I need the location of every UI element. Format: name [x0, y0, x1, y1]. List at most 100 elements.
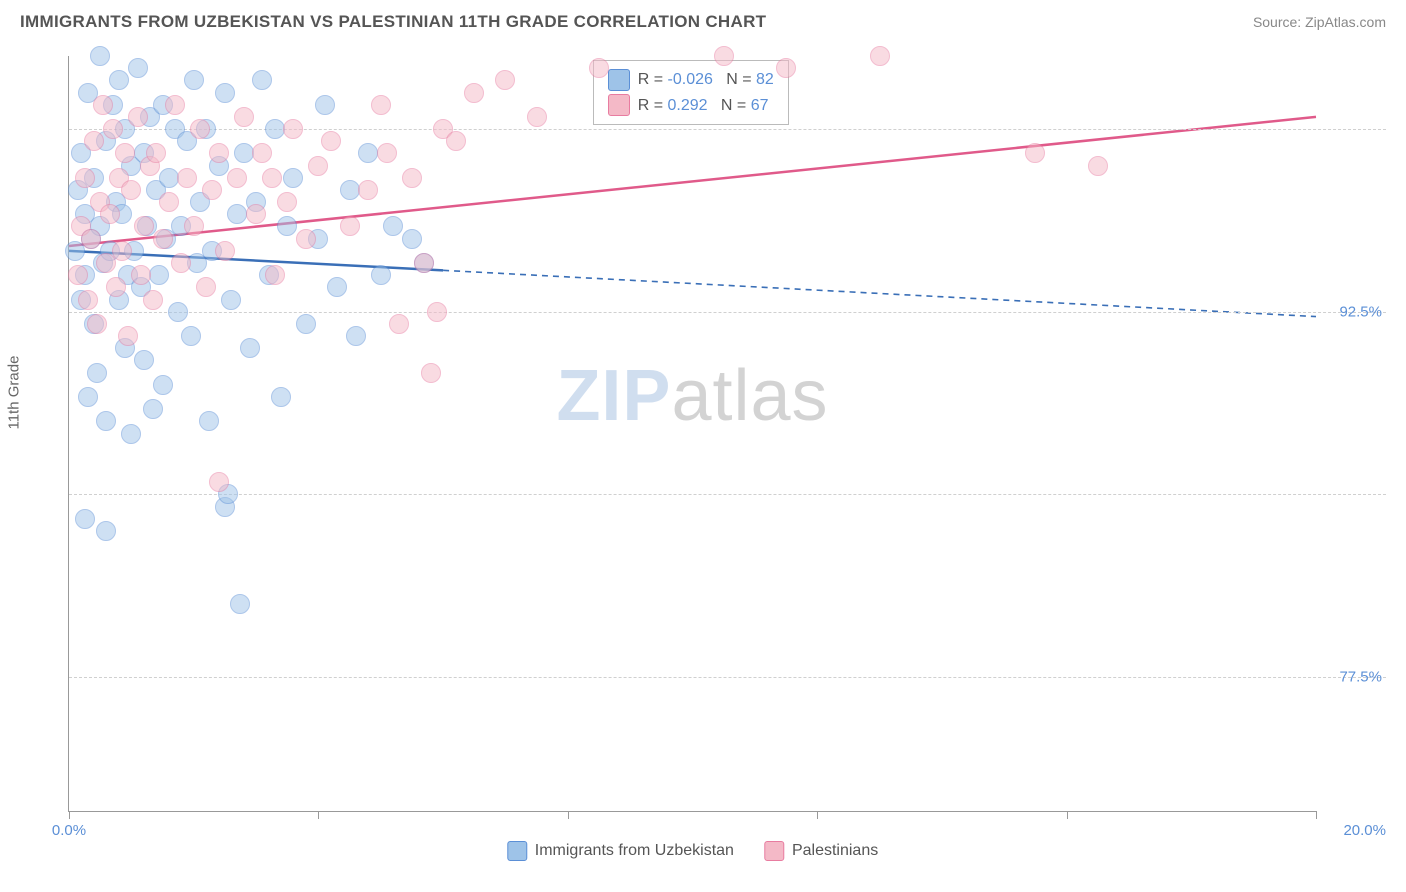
scatter-point: [184, 216, 204, 236]
watermark-zip: ZIP: [556, 356, 671, 436]
y-tick-label: 92.5%: [1339, 303, 1382, 320]
legend-swatch: [764, 841, 784, 861]
scatter-point: [265, 119, 285, 139]
gridline: [69, 677, 1386, 678]
scatter-point: [153, 375, 173, 395]
scatter-point: [265, 265, 285, 285]
scatter-point: [252, 70, 272, 90]
scatter-point: [377, 143, 397, 163]
scatter-point: [358, 180, 378, 200]
legend-row: R = 0.292 N = 67: [608, 93, 774, 119]
scatter-point: [389, 314, 409, 334]
scatter-point: [383, 216, 403, 236]
scatter-point: [1088, 156, 1108, 176]
scatter-point: [340, 216, 360, 236]
scatter-point: [106, 277, 126, 297]
scatter-point: [115, 143, 135, 163]
scatter-point: [358, 143, 378, 163]
scatter-point: [240, 338, 260, 358]
scatter-point: [527, 107, 547, 127]
legend-swatch: [608, 94, 630, 116]
scatter-point: [78, 387, 98, 407]
x-tick: [318, 811, 319, 819]
scatter-point: [283, 119, 303, 139]
scatter-point: [227, 168, 247, 188]
scatter-point: [159, 168, 179, 188]
scatter-point: [209, 143, 229, 163]
scatter-point: [346, 326, 366, 346]
series-legend-label: Palestinians: [792, 842, 878, 860]
scatter-point: [168, 302, 188, 322]
scatter-point: [246, 204, 266, 224]
scatter-point: [315, 95, 335, 115]
scatter-point: [90, 46, 110, 66]
scatter-point: [96, 411, 116, 431]
y-tick-label: 77.5%: [1339, 669, 1382, 686]
chart-header: IMMIGRANTS FROM UZBEKISTAN VS PALESTINIA…: [0, 0, 1406, 40]
scatter-point: [262, 168, 282, 188]
scatter-point: [153, 229, 173, 249]
scatter-point: [427, 302, 447, 322]
scatter-point: [81, 229, 101, 249]
legend-swatch: [608, 69, 630, 91]
scatter-point: [234, 143, 254, 163]
x-tick: [69, 811, 70, 819]
x-tick: [817, 811, 818, 819]
gridline: [69, 312, 1386, 313]
scatter-point: [199, 411, 219, 431]
scatter-point: [446, 131, 466, 151]
series-legend-item: Immigrants from Uzbekistan: [507, 841, 734, 861]
scatter-point: [121, 424, 141, 444]
scatter-point: [112, 241, 132, 261]
scatter-point: [165, 95, 185, 115]
plot-area: ZIPatlas R = -0.026 N = 82R = 0.292 N = …: [68, 56, 1316, 812]
scatter-point: [327, 277, 347, 297]
x-tick: [1316, 811, 1317, 819]
gridline: [69, 494, 1386, 495]
scatter-point: [414, 253, 434, 273]
scatter-point: [215, 241, 235, 261]
chart-source: Source: ZipAtlas.com: [1253, 14, 1386, 30]
x-tick-label: 20.0%: [1343, 822, 1386, 839]
scatter-point: [109, 70, 129, 90]
series-legend-label: Immigrants from Uzbekistan: [535, 842, 734, 860]
scatter-point: [714, 46, 734, 66]
scatter-point: [75, 509, 95, 529]
scatter-point: [93, 95, 113, 115]
scatter-point: [277, 216, 297, 236]
scatter-point: [171, 253, 191, 273]
scatter-point: [181, 326, 201, 346]
legend-stats: R = -0.026 N = 82: [638, 67, 774, 93]
scatter-point: [215, 83, 235, 103]
scatter-point: [131, 265, 151, 285]
scatter-point: [103, 119, 123, 139]
scatter-point: [146, 143, 166, 163]
scatter-point: [230, 594, 250, 614]
scatter-point: [402, 229, 422, 249]
scatter-point: [221, 290, 241, 310]
scatter-point: [776, 58, 796, 78]
scatter-point: [283, 168, 303, 188]
scatter-point: [143, 399, 163, 419]
series-legend: Immigrants from Uzbekistan Palestinians: [507, 841, 878, 861]
scatter-point: [421, 363, 441, 383]
scatter-point: [234, 107, 254, 127]
scatter-point: [128, 58, 148, 78]
scatter-point: [371, 95, 391, 115]
x-tick-label: 0.0%: [52, 822, 86, 839]
scatter-point: [371, 265, 391, 285]
watermark-atlas: atlas: [671, 356, 828, 436]
legend-row: R = -0.026 N = 82: [608, 67, 774, 93]
scatter-point: [464, 83, 484, 103]
scatter-point: [121, 180, 141, 200]
watermark: ZIPatlas: [556, 355, 828, 437]
scatter-point: [159, 192, 179, 212]
scatter-point: [78, 290, 98, 310]
scatter-point: [589, 58, 609, 78]
x-tick: [568, 811, 569, 819]
scatter-point: [190, 119, 210, 139]
scatter-point: [227, 204, 247, 224]
scatter-point: [402, 168, 422, 188]
scatter-point: [296, 229, 316, 249]
x-tick: [1067, 811, 1068, 819]
